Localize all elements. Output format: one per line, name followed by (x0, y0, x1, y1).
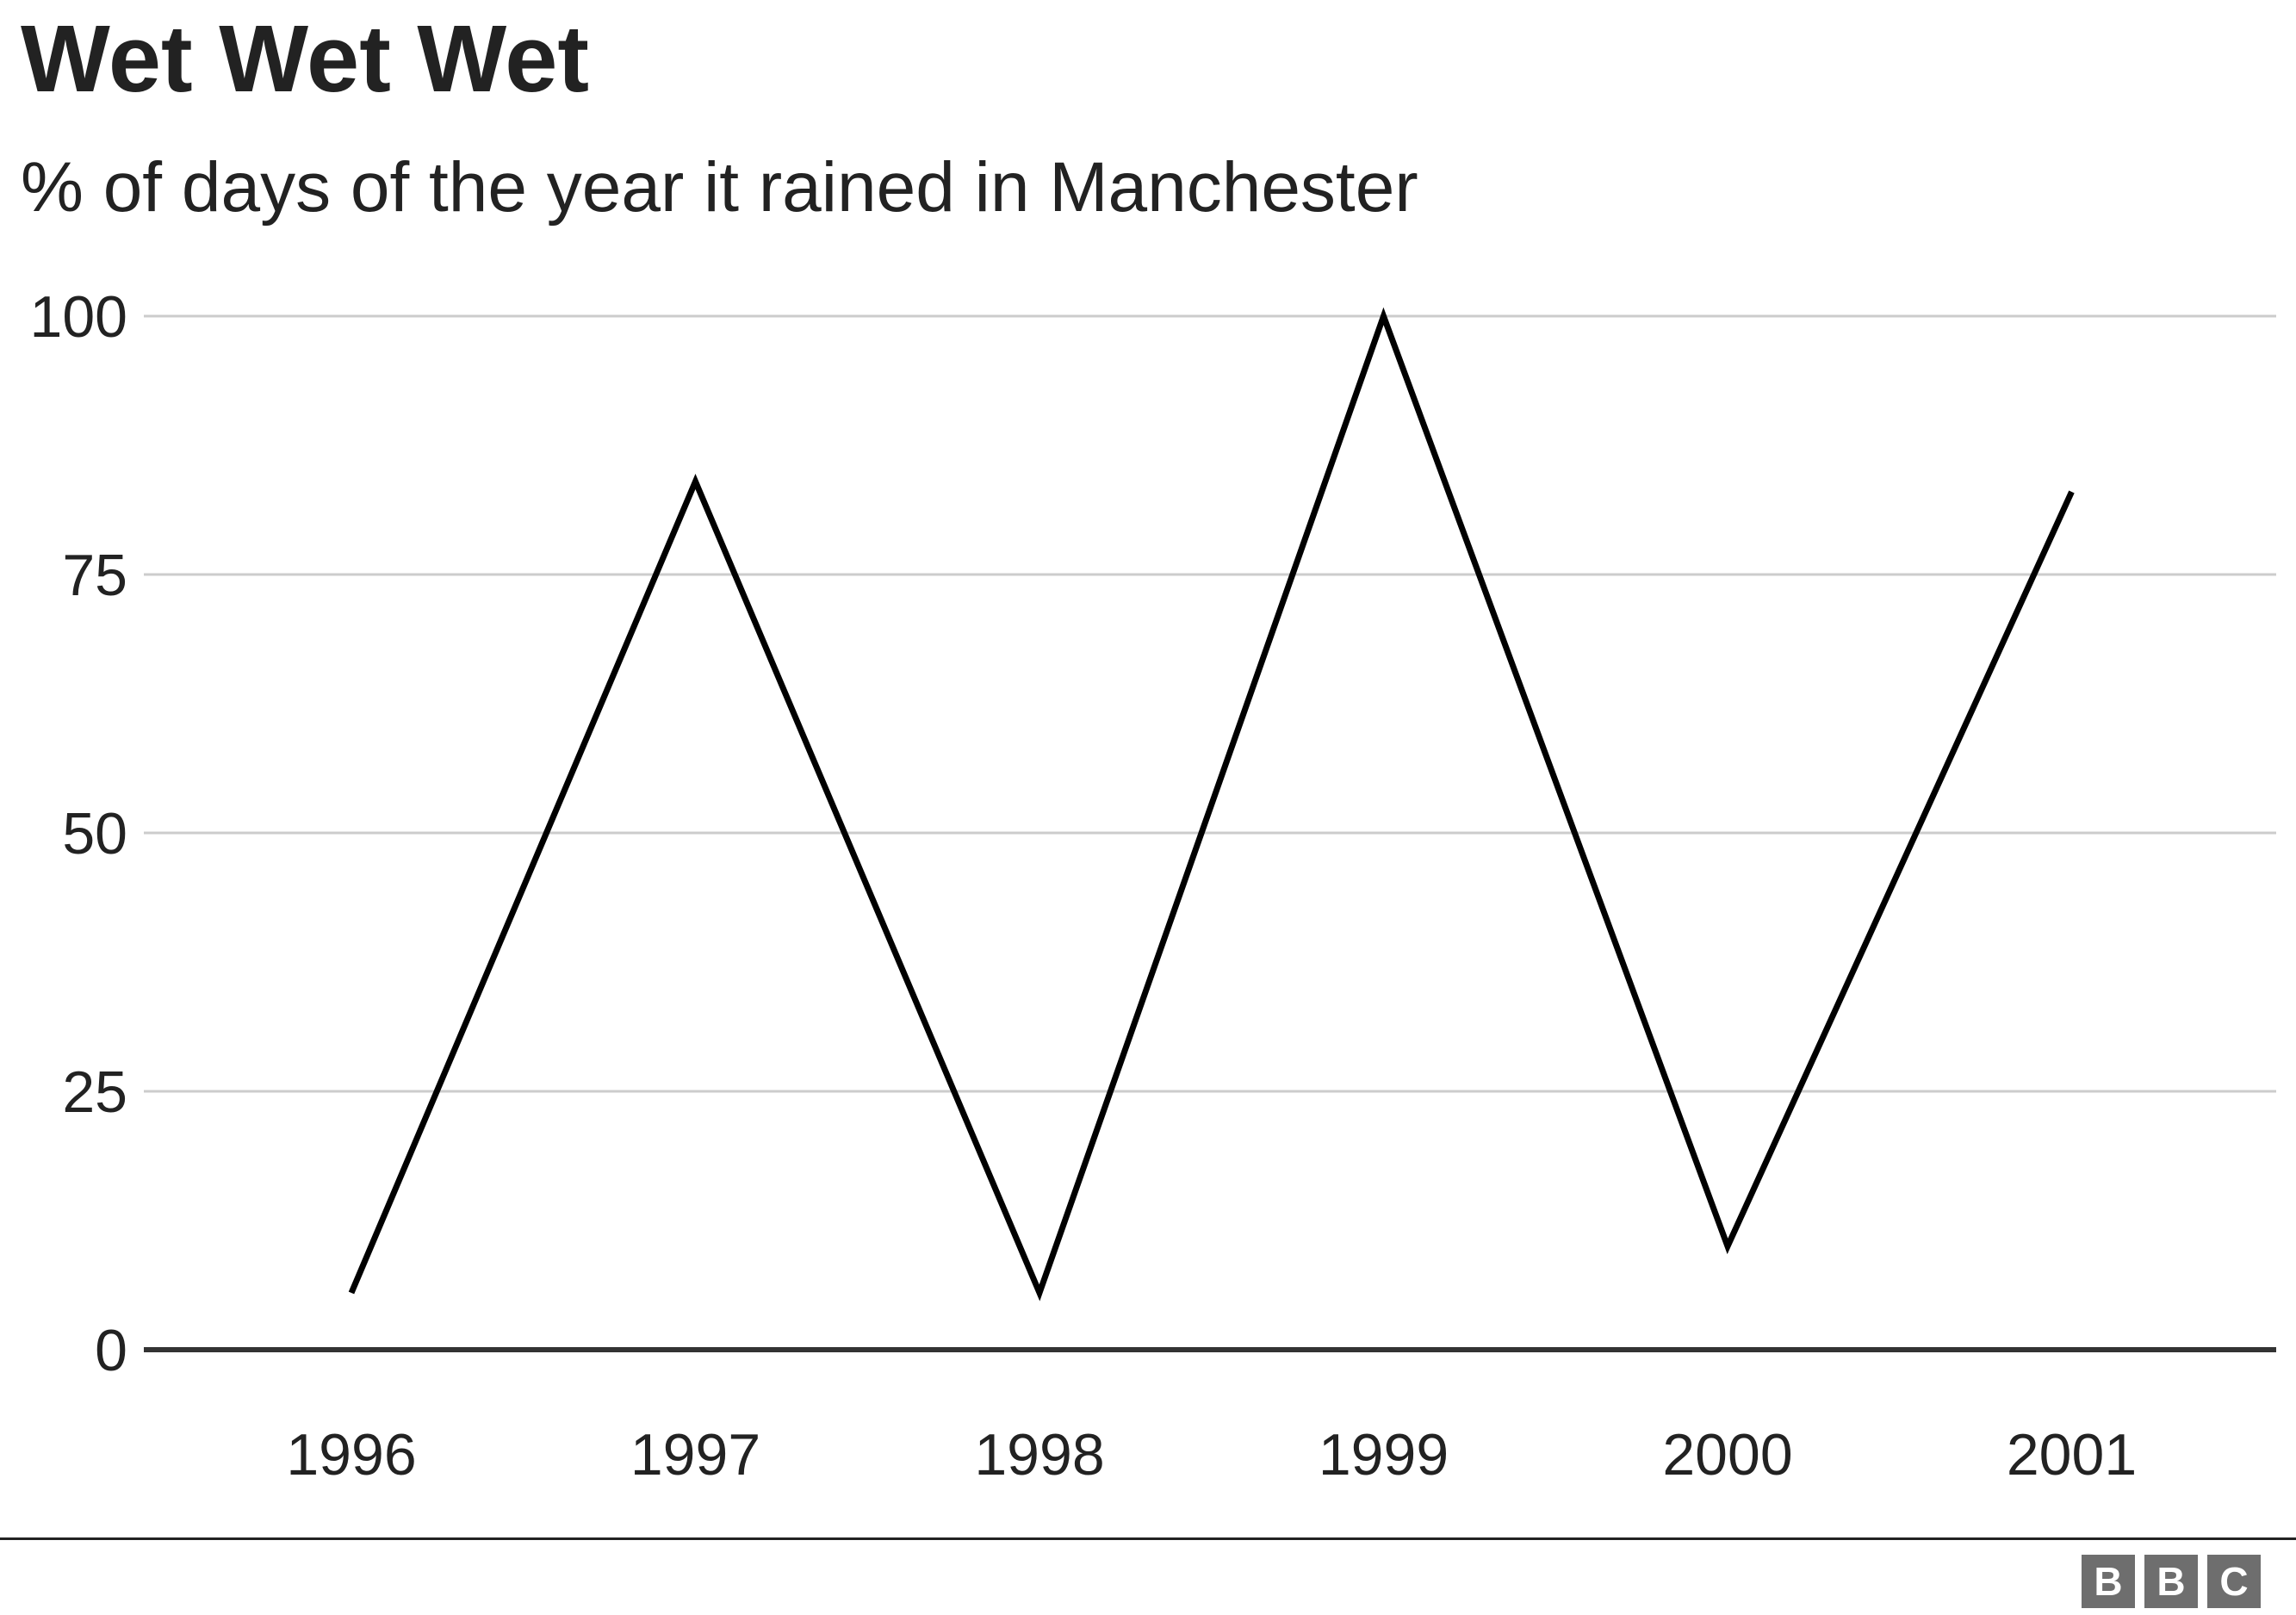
y-tick-label: 25 (62, 1059, 127, 1125)
x-tick-label: 1998 (974, 1422, 1104, 1488)
x-tick-label: 1997 (630, 1422, 760, 1488)
bbc-logo: B B C (2082, 1555, 2261, 1608)
x-axis-ticks: 1996 1997 1998 1999 2000 2001 (286, 1422, 2137, 1488)
y-tick-label: 100 (30, 284, 127, 350)
series-line (348, 307, 2075, 1301)
x-tick-label: 2001 (2007, 1422, 2137, 1488)
y-tick-label: 50 (62, 801, 127, 867)
chart-subtitle: % of days of the year it rained in Manch… (21, 148, 1418, 227)
series (348, 307, 2075, 1301)
chart-title: Wet Wet Wet (21, 6, 590, 112)
gridlines (144, 314, 2276, 1352)
x-tick-label: 2000 (1662, 1422, 1792, 1488)
bbc-logo-letter: B (2144, 1555, 2198, 1608)
y-tick-label: 0 (95, 1318, 127, 1383)
x-tick-label: 1999 (1319, 1422, 1449, 1488)
footer-divider (0, 1537, 2296, 1540)
y-axis-ticks: 0 25 50 75 100 (30, 284, 127, 1383)
x-tick-label: 1996 (286, 1422, 416, 1488)
bbc-logo-letter: C (2207, 1555, 2261, 1608)
y-tick-label: 75 (62, 543, 127, 608)
bbc-logo-letter: B (2082, 1555, 2135, 1608)
